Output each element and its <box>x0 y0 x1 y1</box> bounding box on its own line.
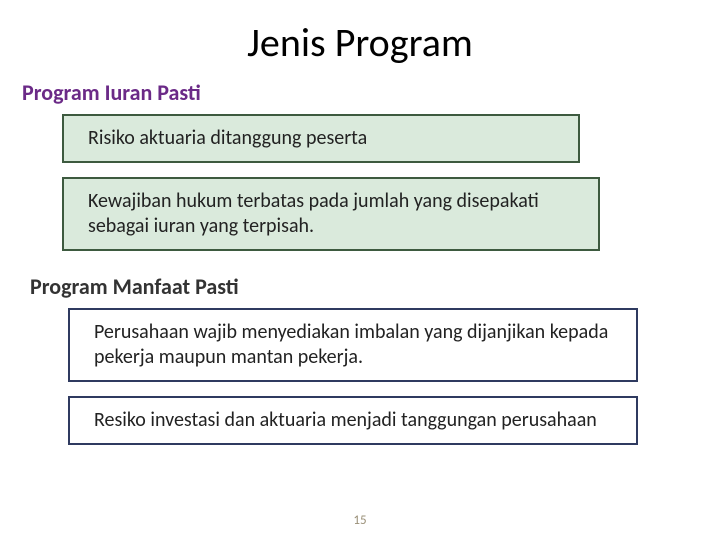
info-box-kewajiban-hukum: Kewajiban hukum terbatas pada jumlah yan… <box>62 177 600 251</box>
info-box-perusahaan-wajib: Perusahaan wajib menyediakan imbalan yan… <box>68 308 638 382</box>
page-number: 15 <box>0 513 720 528</box>
section-heading-iuran-pasti: Program Iuran Pasti <box>22 79 700 106</box>
slide-container: Jenis Program Program Iuran Pasti Risiko… <box>0 0 720 540</box>
info-box-risiko-aktuaria: Risiko aktuaria ditanggung peserta <box>62 114 580 163</box>
page-title: Jenis Program <box>20 18 700 67</box>
section-heading-manfaat-pasti: Program Manfaat Pasti <box>30 273 700 300</box>
info-box-resiko-investasi: Resiko investasi dan aktuaria menjadi ta… <box>68 396 638 445</box>
